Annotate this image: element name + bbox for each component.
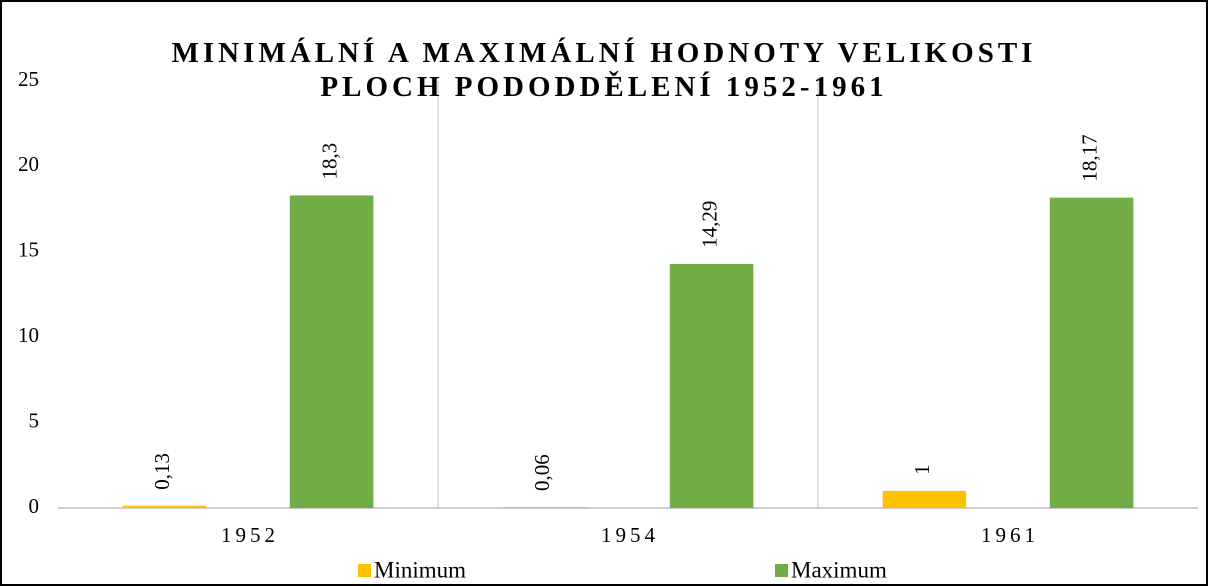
y-tick-label: 15 xyxy=(18,238,39,262)
legend-swatch xyxy=(775,564,788,577)
y-tick-label: 20 xyxy=(18,152,39,176)
legend-label: Maximum xyxy=(791,557,887,582)
data-label: 0,06 xyxy=(530,454,554,491)
bar xyxy=(882,490,967,508)
bar xyxy=(502,506,587,508)
x-tick-label: 1961 xyxy=(981,523,1039,547)
data-label: 18,3 xyxy=(317,143,341,180)
legend-swatch xyxy=(358,564,371,577)
data-label: 18,17 xyxy=(1077,134,1101,181)
bar xyxy=(122,505,207,508)
y-tick-label: 10 xyxy=(18,323,39,347)
chart-title: MINIMÁLNÍ A MAXIMÁLNÍ HODNOTY VELIKOSTI … xyxy=(171,37,1037,103)
y-tick-label: 25 xyxy=(18,67,39,91)
legend-label: Minimum xyxy=(374,557,466,582)
bar xyxy=(1049,197,1134,508)
x-tick-label: 1952 xyxy=(221,523,279,547)
data-label: 1 xyxy=(910,464,934,475)
y-tick-label: 0 xyxy=(29,494,40,518)
bar xyxy=(669,263,754,508)
data-label: 0,13 xyxy=(150,453,174,490)
y-tick-label: 5 xyxy=(29,408,40,432)
bar xyxy=(289,195,374,508)
x-tick-label: 1954 xyxy=(601,523,659,547)
data-label: 14,29 xyxy=(697,201,721,248)
